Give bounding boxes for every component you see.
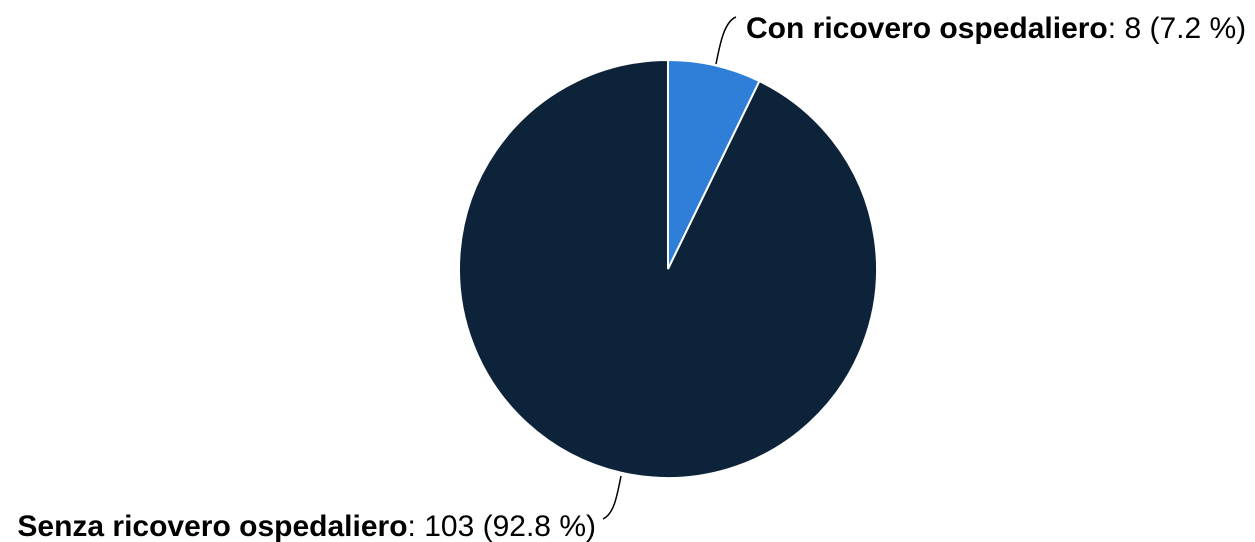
data-label-value: : xyxy=(408,510,425,542)
label-connectors xyxy=(602,16,737,520)
pie-slices xyxy=(458,58,878,479)
data-label-percent xyxy=(1141,12,1149,45)
data-label-count: 8 xyxy=(1124,12,1141,45)
data-label-percent xyxy=(474,510,482,542)
data-label-name: Con ricovero ospedaliero xyxy=(746,12,1108,45)
data-label-name: Senza ricovero ospedaliero xyxy=(17,510,407,542)
pie-slice-1 xyxy=(458,58,878,479)
data-label-senza-ricovero: Senza ricovero ospedaliero: 103 (92.8 %) xyxy=(17,510,596,542)
data-label-value: : xyxy=(1108,12,1125,45)
connector-senza-ricovero xyxy=(602,475,622,520)
data-label-count: 103 xyxy=(424,510,474,542)
connector-con-ricovero xyxy=(715,16,737,65)
data-label-percent-value: (92.8 %) xyxy=(483,510,596,542)
data-labels: Con ricovero ospedaliero: 8 (7.2 %) Senz… xyxy=(17,12,1246,542)
data-label-percent-value: (7.2 %) xyxy=(1149,12,1246,45)
data-label-con-ricovero: Con ricovero ospedaliero: 8 (7.2 %) xyxy=(746,12,1246,45)
